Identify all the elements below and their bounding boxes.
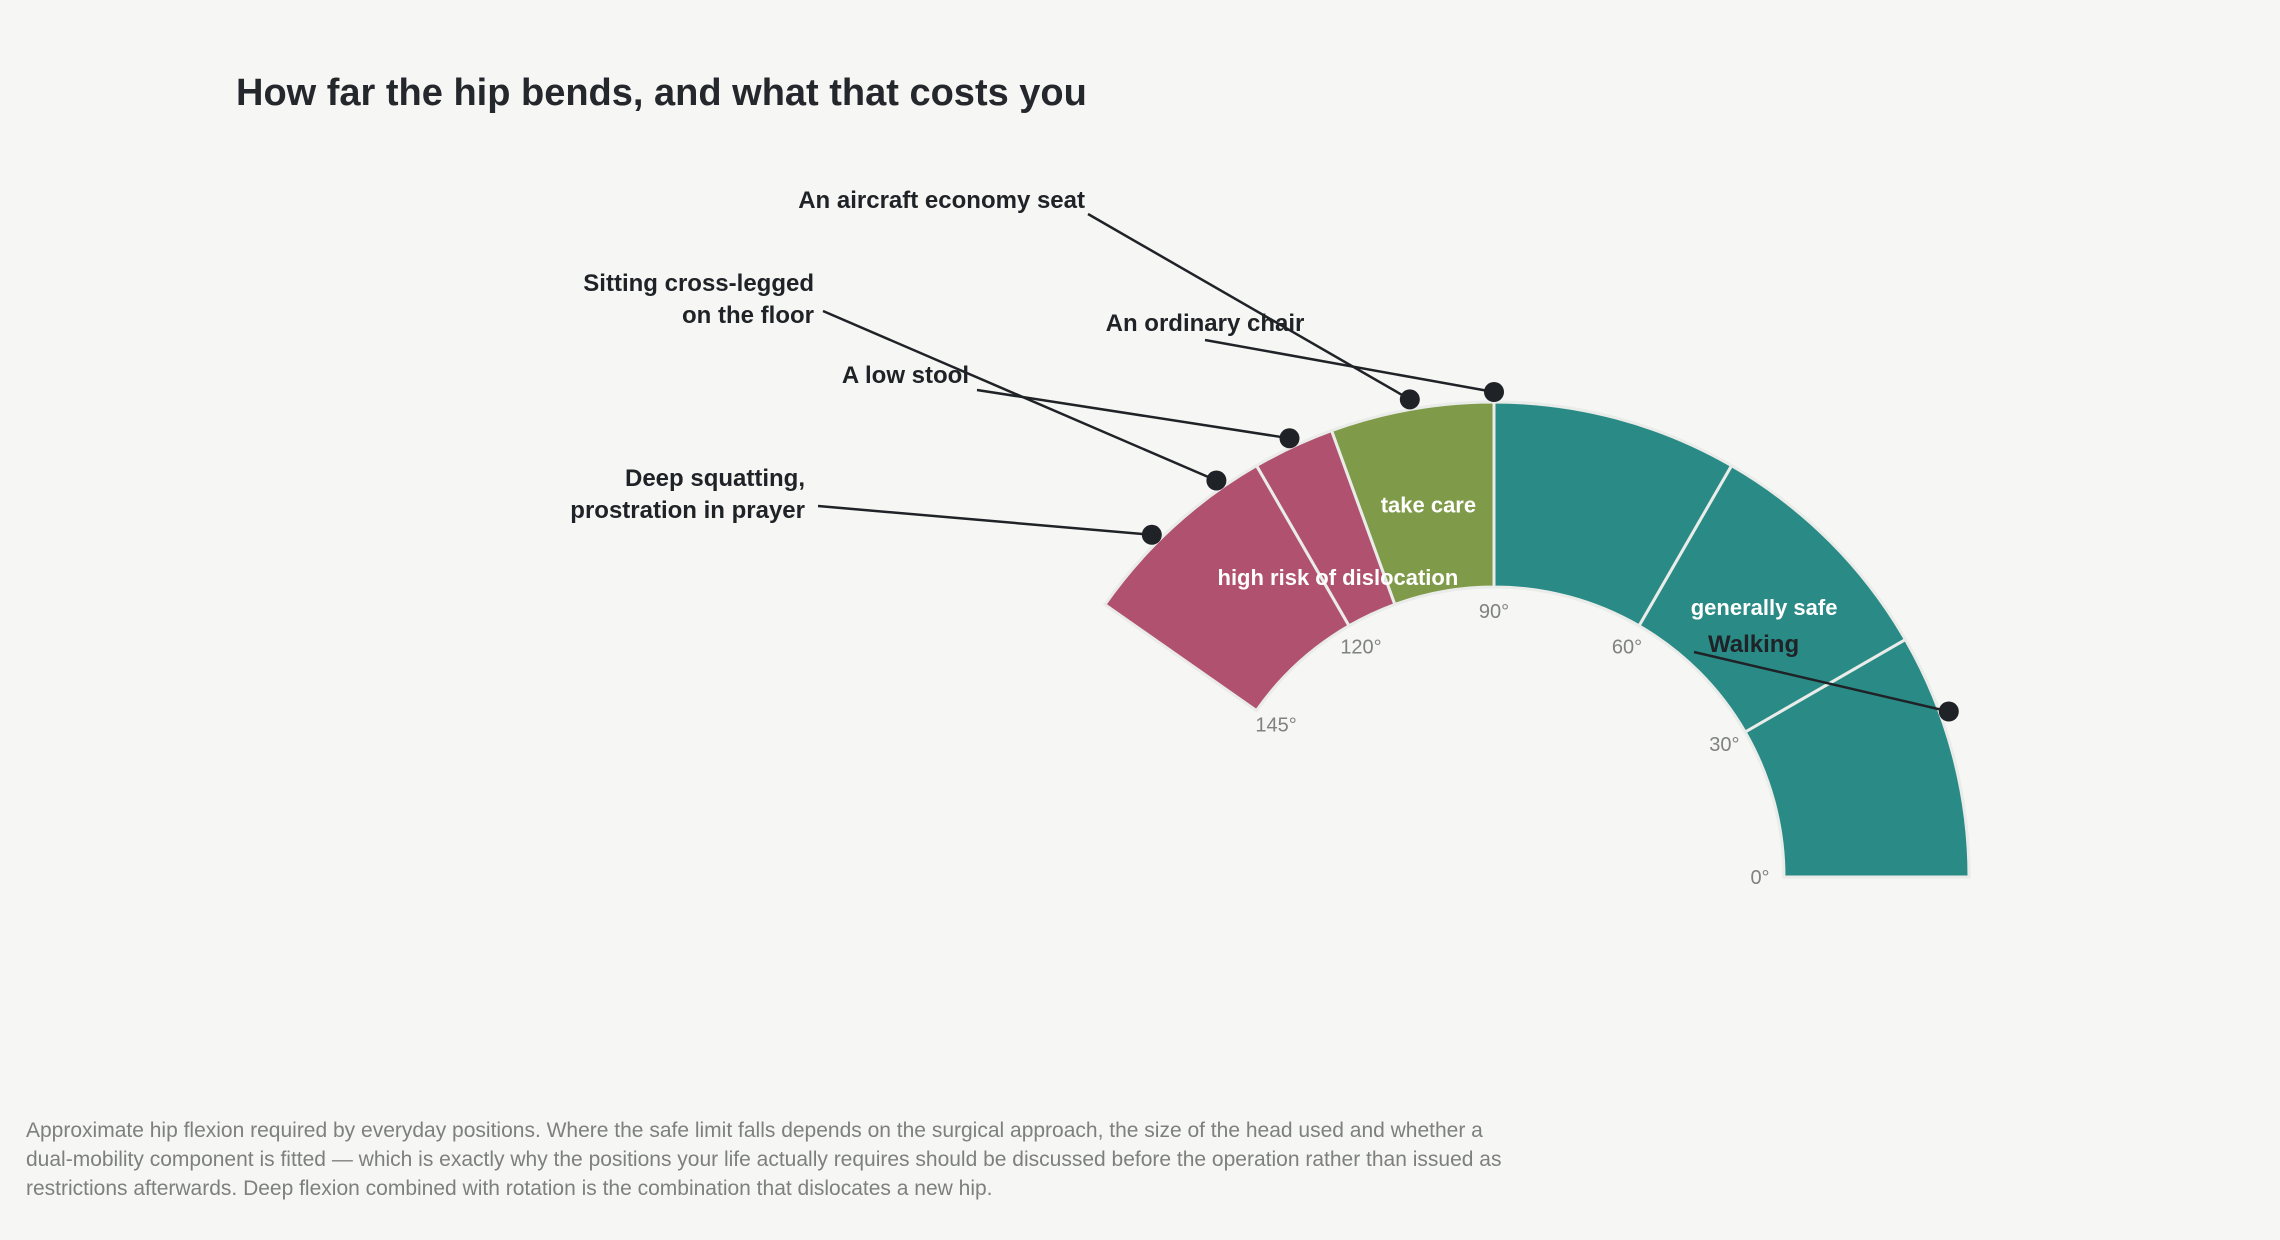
zone-label: take care — [1381, 493, 1476, 518]
annotation-label-line: Deep squatting, — [625, 465, 805, 492]
leader-line — [1693, 650, 1950, 713]
annotation-label-line: An aircraft economy seat — [798, 187, 1085, 214]
tick-label: 90° — [1479, 601, 1509, 623]
annotation-label: A low stool — [842, 362, 969, 389]
annotation-dot — [1206, 470, 1227, 491]
gauge-segments — [1102, 400, 1971, 879]
annotation-label: Sitting cross-legged on the floor — [583, 270, 814, 329]
annotation-label: Deep squatting, prostration in prayer — [570, 465, 805, 524]
chart-title: How far the hip bends, and what that cos… — [236, 72, 1087, 114]
annotation-dot — [1484, 382, 1504, 402]
annotation-label-line: prostration in prayer — [570, 497, 805, 524]
annotation-dot — [1141, 524, 1162, 545]
leader-line — [1087, 212, 1411, 401]
footnote-line: dual-mobility component is fitted — whic… — [26, 1148, 1502, 1171]
annotation-dot — [1399, 389, 1420, 410]
annotation-label: An ordinary chair — [1106, 310, 1305, 337]
zone-label: generally safe — [1691, 595, 1838, 620]
tick-label: 0° — [1750, 867, 1769, 889]
footnote-line: Approximate hip flexion required by ever… — [26, 1119, 1483, 1142]
annotation-label-line: An ordinary chair — [1106, 310, 1305, 337]
footnote: Approximate hip flexion required by ever… — [26, 1116, 1546, 1203]
annotation-label: Walking — [1708, 631, 1799, 658]
annotation-dot — [1279, 428, 1300, 449]
footnote-line: restrictions afterwards. Deep flexion co… — [26, 1177, 993, 1200]
zone-label: high risk of dislocation — [1218, 565, 1459, 590]
leader-line — [976, 388, 1290, 440]
annotation-label-line: Sitting cross-legged — [583, 270, 814, 297]
tick-label: 30° — [1709, 734, 1739, 756]
tick-labels: 0° 30° 60° 90° 120° 145° — [1255, 601, 1769, 889]
tick-label: 120° — [1340, 637, 1381, 659]
annotation-label: An aircraft economy seat — [798, 187, 1085, 214]
leader-line — [822, 309, 1217, 482]
leader-line — [817, 504, 1152, 537]
tick-label: 60° — [1612, 637, 1642, 659]
zone-labels: generally safe take care high risk of disl… — [1218, 493, 1838, 620]
annotation-label-line: Walking — [1708, 631, 1799, 658]
gauge-segment — [1102, 463, 1352, 713]
position-annotations: Walking An ordinary chair An aircraft econ… — [570, 187, 1959, 722]
annotation-label-line: A low stool — [842, 362, 969, 389]
annotation-dot — [1938, 701, 1959, 722]
tick-label: 145° — [1255, 714, 1296, 736]
annotation-label-line: on the floor — [682, 302, 814, 329]
